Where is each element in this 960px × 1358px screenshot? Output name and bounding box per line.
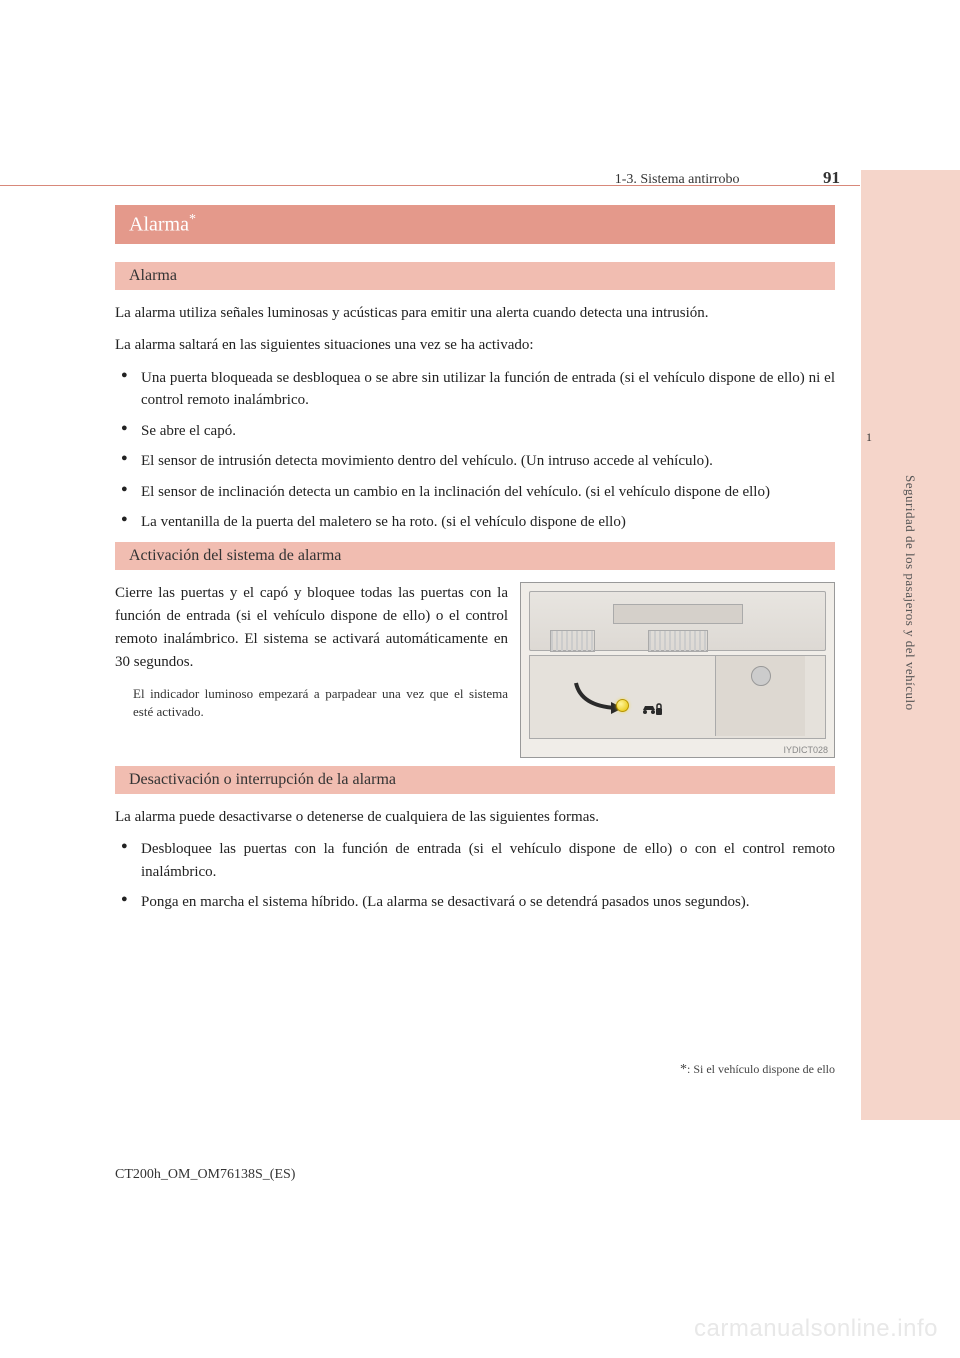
document-code: CT200h_OM_OM76138S_(ES) xyxy=(115,1167,295,1183)
indicator-led-icon xyxy=(616,699,629,712)
alarma-bullets: Una puerta bloqueada se desbloquea o se … xyxy=(115,367,835,534)
list-item: La ventanilla de la puerta del maletero … xyxy=(115,511,835,534)
list-item: El sensor de intrusión detecta movimient… xyxy=(115,450,835,473)
alarma-subintro: La alarma saltará en las siguientes situ… xyxy=(115,334,835,357)
activation-row: Cierre las puertas y el capó y bloquee t… xyxy=(115,582,835,758)
chapter-label: Seguridad de los pasajeros y del vehícul… xyxy=(902,475,918,711)
manual-page: 1 Seguridad de los pasajeros y del vehíc… xyxy=(0,0,960,1358)
dashboard-illustration: IYDICT028 xyxy=(520,582,835,758)
dash-vent xyxy=(550,630,595,652)
activation-text-block: Cierre las puertas y el capó y bloquee t… xyxy=(115,582,508,758)
section-heading-activacion: Activación del sistema de alarma xyxy=(115,542,835,570)
title-text: Alarma xyxy=(129,214,189,236)
footnote: *: Si el vehículo dispone de ello xyxy=(680,1062,835,1078)
dash-knob xyxy=(751,666,771,686)
page-content: Alarma* Alarma La alarma utiliza señales… xyxy=(115,205,835,922)
dash-radio xyxy=(613,604,743,624)
list-item: Desbloquee las puertas con la función de… xyxy=(115,838,835,883)
desactivacion-text: La alarma puede desactivarse o detenerse… xyxy=(115,806,835,829)
section-heading-desactivacion: Desactivación o interrupción de la alarm… xyxy=(115,766,835,794)
section-heading-alarma: Alarma xyxy=(115,262,835,290)
car-lock-icon xyxy=(641,701,663,722)
title-footnote-marker: * xyxy=(189,212,196,227)
dash-vent xyxy=(648,630,708,652)
arrow-icon xyxy=(571,678,626,718)
footnote-text: : Si el vehículo dispone de ello xyxy=(687,1062,835,1076)
page-title: Alarma* xyxy=(115,205,835,244)
list-item: El sensor de inclinación detecta un camb… xyxy=(115,481,835,504)
desactivacion-bullets: Desbloquee las puertas con la función de… xyxy=(115,838,835,914)
watermark: carmanualsonline.info xyxy=(694,1315,938,1343)
footnote-star: * xyxy=(680,1062,687,1077)
dash-console xyxy=(715,656,805,736)
list-item: Se abre el capó. xyxy=(115,420,835,443)
list-item: Ponga en marcha el sistema híbrido. (La … xyxy=(115,891,835,914)
chapter-number: 1 xyxy=(866,430,872,445)
image-code: IYDICT028 xyxy=(783,745,828,755)
header-divider xyxy=(0,185,860,186)
activation-note: El indicador luminoso empezará a parpade… xyxy=(115,685,508,721)
activation-text: Cierre las puertas y el capó y bloquee t… xyxy=(115,585,508,671)
list-item: Una puerta bloqueada se desbloquea o se … xyxy=(115,367,835,412)
dash-top-panel xyxy=(529,591,826,651)
alarma-intro: La alarma utiliza señales luminosas y ac… xyxy=(115,302,835,325)
